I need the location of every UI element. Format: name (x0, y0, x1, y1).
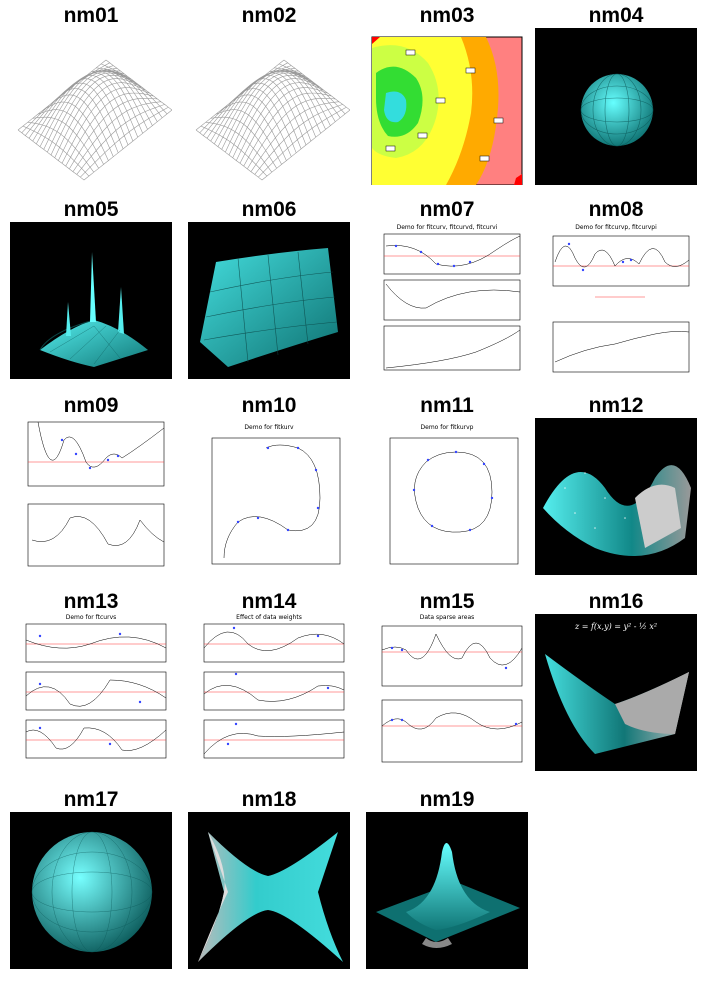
thumbnail-label: nm07 (419, 198, 475, 221)
thumbnail-label: nm09 (63, 394, 119, 417)
wireframe-mesh (17, 59, 172, 181)
spline-plots-icon: Effect of data weights (188, 614, 350, 771)
thumbnail-label: nm16 (588, 590, 644, 613)
formula-text: z = f(x,y) = y² - ½ x² (574, 622, 658, 631)
thumbnail-label: nm12 (588, 394, 644, 417)
wireframe-surface-icon (10, 28, 172, 185)
closed-curve-icon: Demo for fitkurvp (366, 418, 528, 575)
spline-plots-icon: Demo for ftcurvs (10, 614, 172, 771)
cyan-sphere-icon (10, 812, 172, 972)
thumbnail-label: nm02 (241, 4, 297, 27)
thumbnail-label: nm14 (241, 590, 297, 613)
thumbnail-label: nm11 (420, 394, 474, 417)
thumbnail-label: nm17 (63, 788, 119, 811)
contour-map-icon (366, 28, 528, 185)
thumbnail-label: nm19 (419, 788, 475, 811)
thumbnail-label: nm08 (588, 198, 644, 221)
plot-title: Data sparse areas (419, 614, 475, 621)
cyan-sphere-icon (535, 28, 697, 185)
plot-title: Effect of data weights (236, 614, 302, 621)
spline-plots-icon: Demo for fitcurvp, fitcurvpi (535, 222, 697, 379)
plot-title: Demo for ftcurvs (65, 614, 117, 621)
thumbnail-label: nm13 (63, 590, 119, 613)
plot-title: Demo for fitcurvp, fitcurvpi (575, 224, 657, 231)
wireframe-surface-icon (188, 28, 350, 185)
plot-title: Demo for fitkurvp (420, 424, 474, 431)
spline-plots-icon (10, 418, 172, 575)
cyan-peak-surface-icon (366, 812, 528, 972)
plot-title: Demo for fitkurv (244, 424, 294, 431)
thumbnail-label: nm04 (588, 4, 644, 27)
thumbnail-label: nm01 (63, 4, 119, 27)
spline-plots-icon: Demo for fitcurv, fitcurvd, fitcurvi (366, 222, 528, 379)
wireframe-mesh (195, 59, 350, 181)
parametric-curve-icon: Demo for fitkurv (188, 418, 350, 575)
cyan-spiked-surface-icon (10, 222, 172, 379)
thumbnail-label: nm05 (63, 198, 119, 221)
thumbnail-label: nm06 (241, 198, 297, 221)
thumbnail-label: nm15 (419, 590, 475, 613)
thumbnail-label: nm18 (241, 788, 297, 811)
cyan-sheet-surface-icon (188, 222, 350, 379)
thumbnail-label: nm03 (419, 4, 475, 27)
plot-title: Demo for fitcurv, fitcurvd, fitcurvi (396, 224, 498, 231)
cyan-saddle-surface-icon: z = f(x,y) = y² - ½ x² (535, 614, 697, 772)
thumbnail-label: nm10 (241, 394, 297, 417)
spline-plots-icon: Data sparse areas (366, 614, 528, 771)
cyan-wave-surface-icon (535, 418, 697, 575)
cyan-saddle-surface-icon (188, 812, 350, 972)
